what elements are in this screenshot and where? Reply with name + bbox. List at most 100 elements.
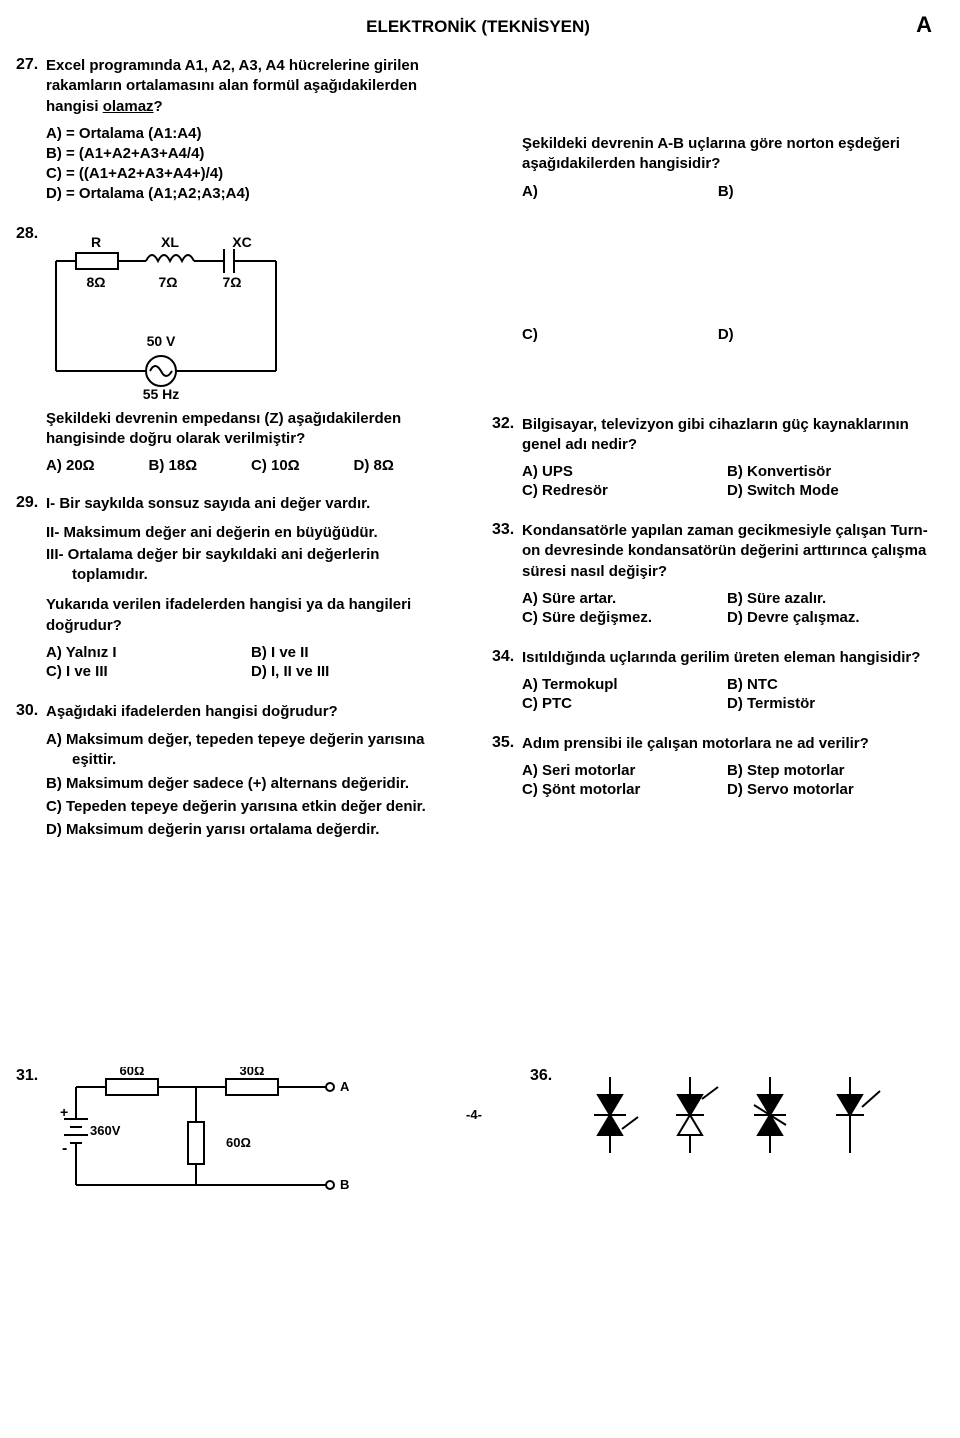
option-c: C) 10Ω — [251, 457, 354, 474]
booklet-letter: A — [916, 12, 932, 38]
question-34: 34. Isıtıldığında uçlarında gerilim üret… — [492, 648, 932, 714]
question-number: 28. — [16, 225, 46, 243]
option-b: B) I ve II — [251, 644, 456, 661]
question-32: 32. Bilgisayar, televizyon gibi cihazlar… — [492, 415, 932, 502]
option-c: C) PTC — [522, 695, 727, 712]
question-33: 33. Kondansatörle yapılan zaman gecikmes… — [492, 521, 932, 628]
option-a: A) Maksimum değer, tepeden tepeye değeri… — [72, 730, 456, 771]
question-text: Yukarıda verilen ifadelerden hangisi ya … — [46, 595, 456, 636]
option-c: C) Şönt motorlar — [522, 781, 727, 798]
question-29: 29. I- Bir saykılda sonsuz sayıda ani de… — [16, 494, 456, 682]
option-d: D) Switch Mode — [727, 482, 932, 499]
svg-text:-: - — [62, 1140, 67, 1157]
option-a: A) 20Ω — [46, 457, 149, 474]
option-d: D) Devre çalışmaz. — [727, 609, 932, 626]
question-number: 33. — [492, 521, 522, 539]
option-c: C) I ve III — [46, 663, 251, 680]
statement-3: III- Ortalama değer bir saykıldaki ani d… — [72, 545, 456, 586]
question-text: Bilgisayar, televizyon gibi cihazların g… — [522, 415, 932, 456]
thyristor-symbols — [560, 1067, 900, 1157]
option-d: D) I, II ve III — [251, 663, 456, 680]
question-text: Adım prensibi ile çalışan motorlara ne a… — [522, 734, 932, 754]
question-text: Şekildeki devrenin empedansı (Z) aşağıda… — [46, 409, 456, 450]
question-text: Aşağıdaki ifadelerden hangisi doğrudur? — [46, 702, 456, 722]
question-number: 29. — [16, 494, 46, 512]
circuit-diagram: R XL XC 8Ω 7Ω 7Ω 50 V 55 Hz — [46, 231, 346, 401]
svg-text:8Ω: 8Ω — [86, 274, 105, 290]
option-d: D) Termistör — [727, 695, 932, 712]
option-a: A) Yalnız I — [46, 644, 251, 661]
question-text: Excel programında A1, A2, A3, A4 hücrele… — [46, 56, 456, 117]
svg-text:7Ω: 7Ω — [158, 274, 177, 290]
statement-1: I- Bir saykılda sonsuz sayıda ani değer … — [46, 494, 456, 514]
svg-text:7Ω: 7Ω — [222, 274, 241, 290]
options: A) Maksimum değer, tepeden tepeye değeri… — [46, 730, 456, 840]
footer-row: 31. — [16, 1067, 932, 1197]
svg-text:+: + — [60, 1104, 68, 1120]
option-a: A) Seri motorlar — [522, 762, 727, 779]
question-30: 30. Aşağıdaki ifadelerden hangisi doğrud… — [16, 702, 456, 844]
svg-text:B: B — [340, 1177, 349, 1192]
question-text: Şekildeki devrenin A-B uçlarına göre nor… — [522, 134, 932, 175]
question-number: 34. — [492, 648, 522, 666]
svg-text:30Ω: 30Ω — [240, 1067, 265, 1078]
question-35: 35. Adım prensibi ile çalışan motorlara … — [492, 734, 932, 800]
question-number: 35. — [492, 734, 522, 752]
option-c: C) = ((A1+A2+A3+A4+)/4) — [46, 165, 456, 182]
option-d: D) Maksimum değerin yarısı ortalama değe… — [72, 820, 456, 840]
question-number: 31. — [16, 1067, 46, 1085]
question-text: Isıtıldığında uçlarında gerilim üreten e… — [522, 648, 932, 668]
option-b: B) NTC — [727, 676, 932, 693]
footer-right: 36. — [530, 1067, 932, 1197]
option-b: B) 18Ω — [149, 457, 252, 474]
question-number: 27. — [16, 56, 46, 74]
option-b: B) = (A1+A2+A3+A4/4) — [46, 145, 456, 162]
option-a: A) = Ortalama (A1:A4) — [46, 125, 456, 142]
options: A) Süre artar. B) Süre azalır. C) Süre d… — [522, 590, 932, 628]
footer-left: 31. — [16, 1067, 418, 1197]
option-b: B) Maksimum değer sadece (+) alternans d… — [72, 774, 456, 794]
options: A) Seri motorlar B) Step motorlar C) Şön… — [522, 762, 932, 800]
question-28: 28. — [16, 225, 456, 475]
page-title: ELEKTRONİK (TEKNİSYEN) — [40, 17, 916, 37]
options-row-1: A) B) — [522, 183, 932, 200]
svg-text:60Ω: 60Ω — [226, 1135, 251, 1150]
question-number: 36. — [530, 1067, 560, 1085]
question-27: 27. Excel programında A1, A2, A3, A4 hüc… — [16, 56, 456, 205]
options-row-2: C) D) — [522, 326, 932, 343]
svg-text:50 V: 50 V — [147, 333, 176, 349]
page-header: ELEKTRONİK (TEKNİSYEN) A — [16, 12, 932, 38]
option-a: A) Termokupl — [522, 676, 727, 693]
question-number: 32. — [492, 415, 522, 433]
option-b: B) Step motorlar — [727, 762, 932, 779]
question-text: Kondansatörle yapılan zaman gecikmesiyle… — [522, 521, 932, 582]
option-d: D) 8Ω — [354, 457, 457, 474]
options: A) Termokupl B) NTC C) PTC D) Termistör — [522, 676, 932, 714]
svg-text:XC: XC — [232, 234, 251, 250]
right-column: Şekildeki devrenin A-B uçlarına göre nor… — [492, 56, 932, 863]
left-column: 27. Excel programında A1, A2, A3, A4 hüc… — [16, 56, 456, 863]
option-d: D) Servo motorlar — [727, 781, 932, 798]
svg-text:A: A — [340, 1079, 350, 1094]
option-c: C) Redresör — [522, 482, 727, 499]
option-c: C) Süre değişmez. — [522, 609, 727, 626]
circuit-diagram: 60Ω 30Ω 60Ω 360V A B + - — [46, 1067, 366, 1197]
option-d: D) — [718, 326, 734, 343]
options: A) = Ortalama (A1:A4) B) = (A1+A2+A3+A4/… — [46, 125, 456, 202]
option-a: A) UPS — [522, 463, 727, 480]
options: A) UPS B) Konvertisör C) Redresör D) Swi… — [522, 463, 932, 501]
options: A) 20Ω B) 18Ω C) 10Ω D) 8Ω — [46, 457, 456, 474]
svg-text:XL: XL — [161, 234, 179, 250]
question-number: 30. — [16, 702, 46, 720]
svg-text:55 Hz: 55 Hz — [143, 386, 180, 401]
question-31-norton: Şekildeki devrenin A-B uçlarına göre nor… — [492, 134, 932, 395]
option-d: D) = Ortalama (A1;A2;A3;A4) — [46, 185, 456, 202]
option-a: A) — [522, 183, 538, 200]
options: A) Yalnız I B) I ve II C) I ve III D) I,… — [46, 644, 456, 682]
statement-2: II- Maksimum değer ani değerin en büyüğü… — [46, 523, 456, 543]
page-number: -4- — [454, 1107, 494, 1122]
option-a: A) Süre artar. — [522, 590, 727, 607]
option-c: C) — [522, 326, 538, 343]
content-columns: 27. Excel programında A1, A2, A3, A4 hüc… — [16, 56, 932, 863]
svg-text:360V: 360V — [90, 1123, 121, 1138]
